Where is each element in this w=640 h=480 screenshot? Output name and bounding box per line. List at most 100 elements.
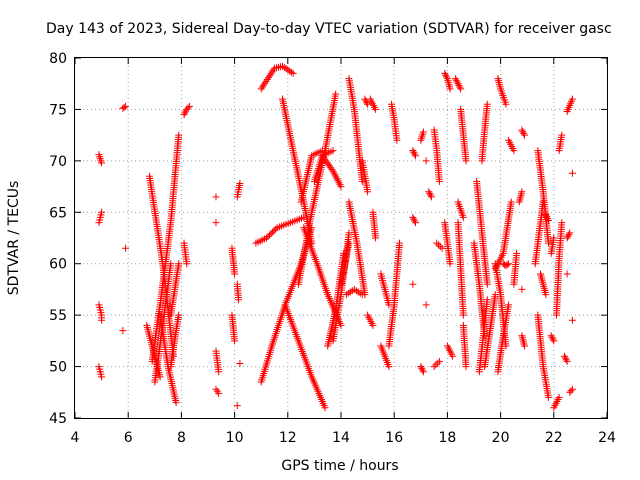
y-tick-label: 75 — [49, 102, 67, 118]
x-tick-label: 10 — [226, 430, 244, 446]
y-tick-label: 60 — [49, 257, 67, 273]
data-point — [521, 131, 529, 139]
y-tick-label: 45 — [49, 411, 67, 427]
data-point — [328, 165, 336, 173]
x-tick-label: 24 — [598, 430, 616, 446]
data-point — [172, 399, 180, 407]
data-point — [98, 159, 106, 167]
data-point — [212, 193, 220, 201]
data-point — [426, 189, 434, 197]
data-point — [521, 342, 529, 350]
data-point — [215, 368, 223, 376]
data-point — [502, 100, 510, 108]
data-point — [510, 147, 518, 155]
data-point — [358, 177, 366, 185]
plot-frame — [74, 57, 608, 419]
axis-ticks — [74, 57, 608, 419]
data-point — [337, 183, 345, 191]
data-point — [175, 311, 183, 319]
data-point — [558, 219, 566, 227]
data-point — [562, 356, 570, 364]
data-point — [419, 128, 427, 136]
data-point — [567, 387, 575, 395]
data-point — [98, 373, 106, 381]
data-point — [411, 217, 419, 225]
data-point — [235, 296, 243, 304]
data-point — [518, 285, 526, 293]
data-point — [329, 147, 337, 155]
data-point — [122, 102, 130, 110]
data-point — [549, 335, 557, 343]
data-point — [456, 83, 464, 91]
data-point — [411, 219, 419, 227]
chart-title: Day 143 of 2023, Sidereal Day-to-day VTE… — [46, 21, 612, 37]
data-point — [550, 337, 558, 345]
data-point — [284, 66, 292, 74]
data-point — [272, 225, 280, 233]
y-tick-label: 65 — [49, 205, 67, 221]
data-point — [503, 261, 511, 269]
data-point — [436, 243, 444, 251]
data-point — [435, 177, 443, 185]
data-point — [542, 291, 550, 299]
data-point — [544, 239, 552, 247]
data-point — [264, 233, 272, 241]
y-tick-label: 50 — [49, 360, 67, 376]
data-point — [410, 215, 418, 223]
data-point — [215, 389, 223, 397]
data-point — [539, 198, 547, 206]
data-point — [459, 311, 467, 319]
data-point — [443, 73, 451, 81]
data-point — [231, 337, 239, 345]
data-point — [287, 68, 295, 76]
data-point — [568, 95, 576, 103]
data-point — [289, 69, 297, 77]
data-point — [175, 131, 183, 139]
data-point — [483, 296, 491, 304]
data-point — [560, 352, 568, 360]
x-axis-label: GPS time / hours — [281, 458, 398, 474]
x-tick-label: 18 — [438, 430, 456, 446]
x-tick-labels: 4 6 8 10 12 14 16 18 20 22 24 — [71, 430, 616, 446]
data-point — [184, 104, 192, 112]
x-tick-label: 12 — [279, 430, 297, 446]
data-point — [411, 150, 419, 158]
data-point — [280, 63, 288, 71]
data-point — [369, 321, 377, 329]
data-point — [459, 213, 467, 221]
data-point — [419, 366, 427, 374]
data-point — [175, 260, 183, 268]
y-tick-label: 55 — [49, 308, 67, 324]
data-point — [120, 103, 128, 111]
data-point — [568, 385, 576, 393]
data-point — [513, 249, 521, 257]
data-point — [286, 67, 294, 75]
data-point — [98, 208, 106, 216]
data-point — [122, 244, 130, 252]
data-point — [409, 280, 417, 288]
data-point — [278, 62, 286, 70]
data-point — [507, 198, 515, 206]
data-point — [430, 363, 438, 371]
data-point — [483, 280, 491, 288]
data-point — [269, 228, 277, 236]
data-point — [396, 239, 404, 247]
data-point — [385, 363, 393, 371]
data-point — [332, 90, 340, 98]
data-point — [270, 227, 278, 235]
data-point — [266, 231, 274, 239]
data-point — [565, 231, 573, 239]
data-point — [212, 219, 220, 227]
data-point — [558, 131, 566, 139]
data-point — [233, 402, 241, 410]
data-point — [236, 179, 244, 187]
data-point — [409, 147, 417, 155]
data-point — [364, 100, 372, 108]
data-point — [455, 81, 463, 89]
data-point — [462, 363, 470, 371]
data-point — [236, 359, 244, 367]
data-point — [563, 357, 571, 365]
y-tick-label: 70 — [49, 154, 67, 170]
data-point — [563, 270, 571, 278]
data-point — [181, 109, 189, 117]
